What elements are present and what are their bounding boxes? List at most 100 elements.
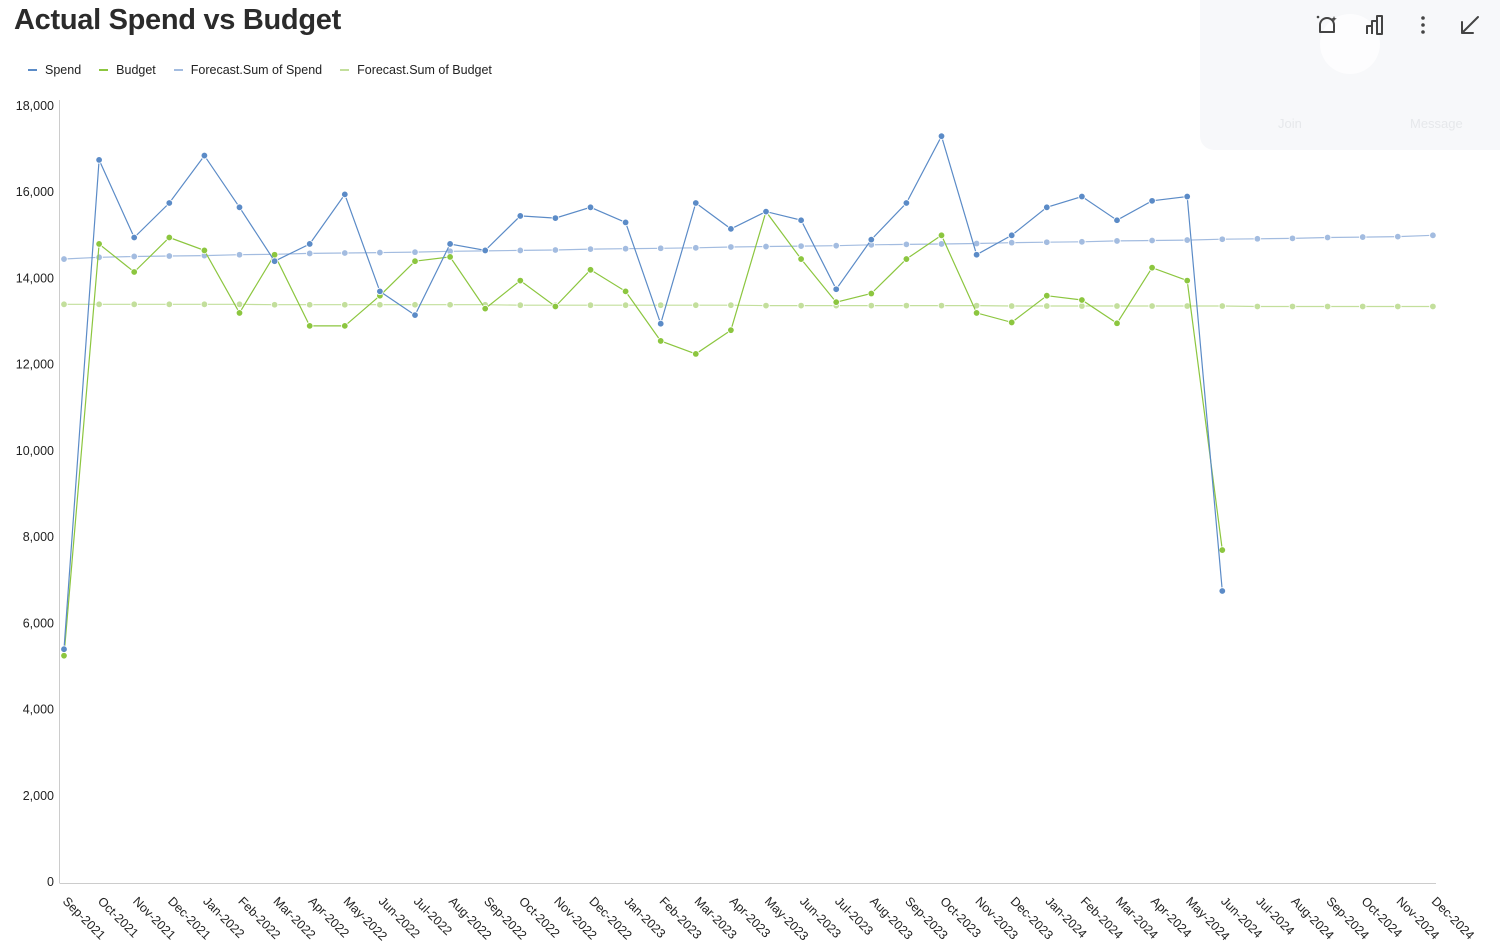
data-point-budget[interactable] [376, 291, 384, 300]
data-point-forecast-sum-of-spend[interactable] [165, 252, 173, 260]
data-point-forecast-sum-of-budget[interactable] [235, 300, 244, 309]
data-point-budget[interactable] [621, 287, 630, 296]
data-point-spend[interactable] [411, 311, 419, 319]
data-point-forecast-sum-of-budget[interactable] [1113, 302, 1121, 310]
data-point-spend[interactable] [1113, 216, 1121, 224]
data-point-budget[interactable] [1043, 291, 1051, 300]
data-point-forecast-sum-of-spend[interactable] [1358, 233, 1367, 241]
legend-item-spend[interactable]: Spend [28, 63, 81, 77]
data-point-forecast-sum-of-budget[interactable] [1218, 302, 1226, 310]
data-point-forecast-sum-of-spend[interactable] [1429, 231, 1437, 240]
data-point-budget[interactable] [797, 255, 805, 263]
data-point-forecast-sum-of-spend[interactable] [306, 249, 314, 258]
data-point-forecast-sum-of-spend[interactable] [1288, 234, 1297, 243]
data-point-forecast-sum-of-spend[interactable] [1183, 236, 1191, 244]
data-point-spend[interactable] [657, 320, 665, 328]
data-point-forecast-sum-of-budget[interactable] [481, 301, 489, 309]
data-point-forecast-sum-of-budget[interactable] [902, 301, 911, 310]
data-point-forecast-sum-of-spend[interactable] [1394, 232, 1402, 241]
data-point-budget[interactable] [692, 350, 700, 358]
legend-item-forecast-budget[interactable]: Forecast.Sum of Budget [340, 63, 492, 77]
data-point-forecast-sum-of-spend[interactable] [60, 255, 68, 263]
data-point-forecast-sum-of-budget[interactable] [867, 301, 875, 310]
data-point-budget[interactable] [1113, 319, 1121, 327]
data-point-spend[interactable] [586, 203, 595, 212]
data-point-budget[interactable] [586, 266, 595, 274]
data-point-forecast-sum-of-budget[interactable] [1253, 302, 1262, 311]
data-point-forecast-sum-of-budget[interactable] [446, 301, 454, 309]
data-point-budget[interactable] [832, 298, 840, 306]
legend-item-forecast-spend[interactable]: Forecast.Sum of Spend [173, 63, 322, 77]
data-point-spend[interactable] [446, 240, 454, 248]
data-point-forecast-sum-of-budget[interactable] [727, 301, 735, 309]
data-point-budget[interactable] [1148, 263, 1156, 272]
data-point-forecast-sum-of-budget[interactable] [1358, 302, 1367, 311]
data-point-forecast-sum-of-budget[interactable] [200, 300, 209, 309]
data-point-budget[interactable] [1218, 546, 1226, 554]
data-point-forecast-sum-of-spend[interactable] [586, 245, 595, 253]
data-point-forecast-sum-of-spend[interactable] [972, 239, 981, 248]
ai-insight-icon[interactable] [1312, 10, 1342, 40]
data-point-spend[interactable] [341, 190, 349, 199]
data-point-forecast-sum-of-budget[interactable] [1183, 302, 1191, 310]
data-point-budget[interactable] [516, 276, 524, 285]
data-point-forecast-sum-of-budget[interactable] [657, 301, 665, 309]
data-point-budget[interactable] [341, 322, 349, 330]
data-point-forecast-sum-of-budget[interactable] [341, 301, 349, 309]
data-point-forecast-sum-of-spend[interactable] [130, 252, 138, 261]
data-point-spend[interactable] [1043, 203, 1051, 212]
data-point-spend[interactable] [235, 203, 244, 212]
data-point-budget[interactable] [130, 268, 138, 276]
data-point-forecast-sum-of-budget[interactable] [516, 301, 524, 309]
data-point-spend[interactable] [692, 199, 700, 207]
data-point-forecast-sum-of-spend[interactable] [1043, 238, 1051, 246]
data-point-forecast-sum-of-spend[interactable] [937, 240, 946, 248]
data-point-forecast-sum-of-spend[interactable] [902, 240, 911, 249]
data-point-budget[interactable] [60, 651, 68, 660]
data-point-forecast-sum-of-spend[interactable] [621, 244, 630, 253]
data-point-forecast-sum-of-spend[interactable] [1323, 233, 1332, 242]
data-point-spend[interactable] [60, 645, 68, 653]
data-point-forecast-sum-of-spend[interactable] [797, 242, 805, 250]
data-point-spend[interactable] [972, 251, 981, 259]
data-point-spend[interactable] [867, 235, 875, 244]
data-point-forecast-sum-of-budget[interactable] [797, 301, 805, 310]
data-point-forecast-sum-of-budget[interactable] [1429, 302, 1437, 311]
data-point-forecast-sum-of-spend[interactable] [867, 241, 875, 249]
data-point-spend[interactable] [621, 218, 630, 227]
data-point-budget[interactable] [551, 302, 560, 311]
data-point-forecast-sum-of-spend[interactable] [446, 247, 454, 255]
data-point-budget[interactable] [902, 255, 911, 263]
data-point-forecast-sum-of-spend[interactable] [411, 248, 419, 256]
data-point-spend[interactable] [762, 207, 770, 216]
data-point-budget[interactable] [165, 233, 173, 242]
data-point-forecast-sum-of-budget[interactable] [972, 301, 981, 310]
data-point-budget[interactable] [446, 253, 454, 261]
data-point-forecast-sum-of-spend[interactable] [1218, 235, 1226, 243]
data-point-spend[interactable] [165, 199, 173, 207]
data-point-spend[interactable] [937, 132, 946, 140]
data-point-forecast-sum-of-spend[interactable] [727, 243, 735, 251]
data-point-budget[interactable] [270, 251, 279, 259]
data-point-budget[interactable] [200, 246, 209, 255]
data-point-forecast-sum-of-spend[interactable] [1253, 235, 1262, 243]
data-point-forecast-sum-of-budget[interactable] [832, 301, 840, 310]
legend-item-budget[interactable]: Budget [99, 63, 156, 77]
data-point-spend[interactable] [551, 214, 560, 222]
data-point-forecast-sum-of-spend[interactable] [200, 251, 209, 260]
data-point-spend[interactable] [1218, 587, 1226, 595]
data-point-budget[interactable] [1008, 318, 1016, 327]
data-point-budget[interactable] [762, 207, 770, 216]
data-point-budget[interactable] [306, 322, 314, 330]
data-point-spend[interactable] [516, 212, 524, 220]
data-point-budget[interactable] [1183, 276, 1191, 285]
data-point-budget[interactable] [657, 337, 665, 345]
data-point-forecast-sum-of-spend[interactable] [1148, 236, 1156, 245]
data-point-budget[interactable] [867, 289, 875, 298]
collapse-icon[interactable] [1455, 10, 1485, 40]
data-point-spend[interactable] [130, 233, 138, 242]
data-point-forecast-sum-of-spend[interactable] [481, 247, 489, 255]
data-point-spend[interactable] [95, 156, 103, 164]
data-point-forecast-sum-of-spend[interactable] [657, 244, 665, 252]
data-point-forecast-sum-of-budget[interactable] [1288, 302, 1297, 311]
